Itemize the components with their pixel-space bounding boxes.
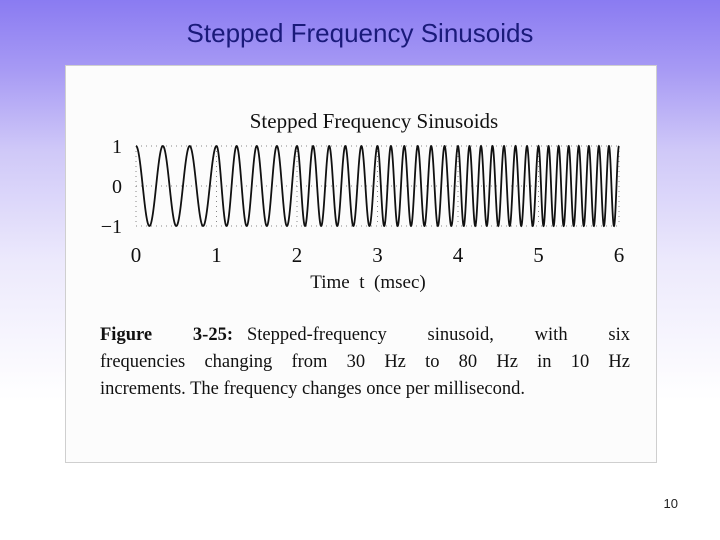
x-tick-label-4: 4 [453,243,464,267]
figure-label: Figure 3-25: [100,325,233,345]
y-tick-label-2: −1 [101,216,122,238]
y-tick-label-0: 1 [112,136,122,158]
caption-line-1: Figure 3-25: Stepped-frequency sinusoid, … [100,322,630,349]
slide-title: Stepped Frequency Sinusoids [186,18,534,48]
y-tick-labels: 1 0 −1 [101,136,122,238]
caption-line-3: increments. The frequency changes once p… [100,379,525,399]
x-tick-label-2: 2 [292,243,303,267]
x-tick-label-5: 5 [533,243,544,267]
x-tick-labels: 0 1 2 3 4 5 6 [131,243,625,267]
x-tick-label-3: 3 [372,243,383,267]
caption-line-2: frequencies changing from 30 Hz to 80 Hz… [100,352,630,372]
x-tick-label-6: 6 [614,243,625,267]
figure-scan: Stepped Frequency Sinusoids 0 1 2 3 4 5 6 1 0 −1… [65,65,657,463]
stepped-frequency-chart: Stepped Frequency Sinusoids 0 1 2 3 4 5 6 1 0 −1… [101,109,625,293]
y-tick-label-1: 0 [112,176,122,198]
figure-caption: Figure 3-25: Stepped-frequency sinusoid, … [100,322,630,403]
caption-text-1: Stepped-frequency sinusoid, with six [246,325,631,345]
chart-series-line [135,144,620,228]
chart-title: Stepped Frequency Sinusoids [250,109,498,133]
page-number: 10 [663,496,678,511]
x-axis-label: Time t (msec) [310,272,425,293]
x-tick-label-1: 1 [211,243,222,267]
x-tick-label-0: 0 [131,243,142,267]
